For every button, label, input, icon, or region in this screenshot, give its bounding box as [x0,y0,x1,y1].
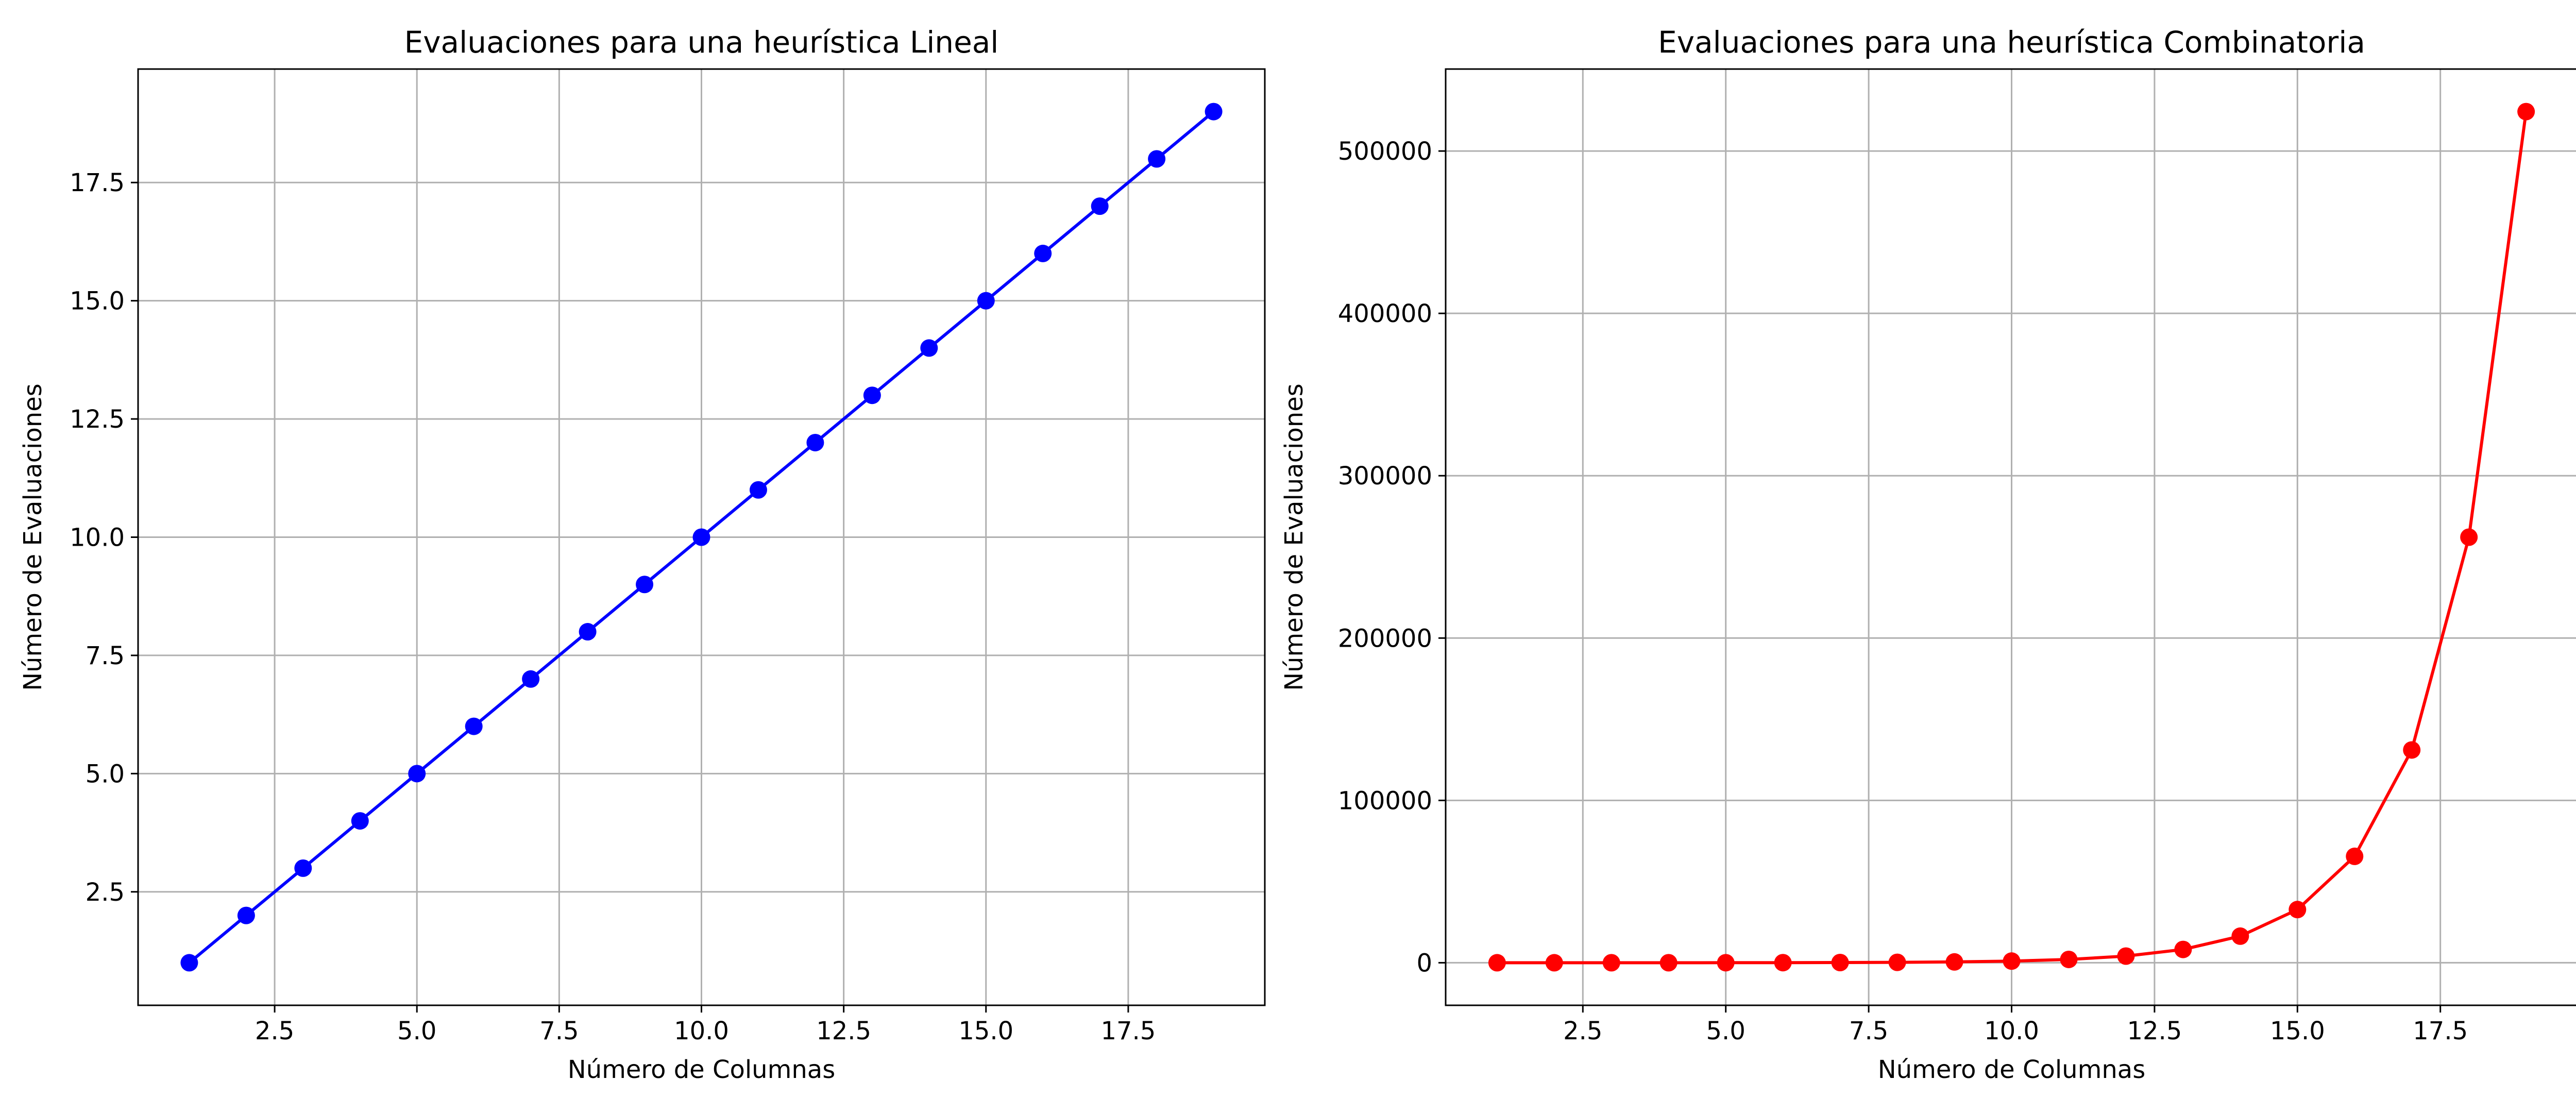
linear-y-tick-label: 2.5 [86,878,125,907]
combinatorial-data-point [1488,954,1506,972]
linear-chart-title: Evaluaciones para una heurística Lineal [404,25,999,60]
combinatorial-chart-title: Evaluaciones para una heurística Combina… [1658,25,2365,60]
combinatorial-x-tick-label: 2.5 [1563,1017,1602,1045]
linear-x-tick-label: 5.0 [397,1017,436,1045]
combinatorial-x-tick-label: 7.5 [1849,1017,1888,1045]
combinatorial-data-point [2460,528,2478,546]
linear-y-tick-label: 17.5 [70,168,125,197]
combinatorial-x-tick-label: 10.0 [1984,1017,2039,1045]
combinatorial-data-point [2289,901,2307,919]
combinatorial-x-tick-label: 15.0 [2270,1017,2325,1045]
combinatorial-data-point [1945,953,1963,971]
linear-data-point [863,386,881,404]
linear-data-point [1148,150,1166,168]
combinatorial-y-tick-label: 0 [1416,949,1432,977]
linear-markers [180,103,1223,972]
combinatorial-data-point [2003,952,2021,970]
linear-data-point [1034,244,1052,262]
linear-data-point [465,717,483,735]
combinatorial-data-point [2174,940,2192,958]
linear-data-point [692,528,710,546]
linear-data-point [920,339,938,357]
linear-data-point [806,433,824,451]
linear-data-point [579,623,597,641]
combinatorial-data-point [1717,954,1735,972]
combinatorial-y-tick-label: 400000 [1338,299,1432,328]
linear-data-point [522,670,540,688]
combinatorial-y-axis-label: Número de Evaluaciones [1280,383,1309,691]
combinatorial-data-point [1659,954,1677,972]
linear-data-point [180,954,198,972]
linear-data-point [351,812,369,830]
linear-chart: 2.5 5.0 7.5 10.0 12.5 15.0 17.5 2.5 5.0 7.5 10.0 12… [19,25,1266,1084]
combinatorial-markers [1488,103,2535,972]
linear-x-axis-label: Número de Columnas [568,1055,835,1084]
linear-y-axis-label: Número de Evaluaciones [19,383,47,691]
combinatorial-data-point [2517,103,2535,121]
linear-x-tick-label: 2.5 [255,1017,294,1045]
linear-data-point [237,906,255,924]
linear-y-tick-label: 10.0 [70,524,125,552]
combinatorial-y-tick-label: 300000 [1338,462,1432,491]
linear-data-point [294,859,312,877]
linear-y-tick-label: 7.5 [86,642,125,670]
linear-data-point [977,292,995,310]
combinatorial-y-tick-label: 100000 [1338,786,1432,815]
combinatorial-x-tick-label: 12.5 [2127,1017,2182,1045]
combinatorial-x-tick-label: 17.5 [2413,1017,2468,1045]
combinatorial-data-point [1831,954,1849,972]
combinatorial-data-point [1602,954,1620,972]
combinatorial-data-point [1545,954,1563,972]
combinatorial-data-point [2403,741,2421,759]
combinatorial-y-tick-label: 200000 [1338,624,1432,653]
linear-y-tick-label: 15.0 [70,287,125,316]
linear-x-tick-label: 15.0 [958,1017,1013,1045]
combinatorial-data-point [2231,927,2249,945]
linear-data-point [636,576,654,594]
combinatorial-data-point [2117,947,2135,965]
combinatorial-data-point [1888,953,1906,971]
linear-y-tick-label: 12.5 [70,405,125,434]
combinatorial-data-point [1774,954,1792,972]
linear-x-tick-label: 12.5 [816,1017,871,1045]
combinatorial-x-axis-label: Número de Columnas [1878,1055,2145,1084]
linear-x-tick-label: 10.0 [674,1017,729,1045]
combinatorial-y-tick-label: 500000 [1338,137,1432,166]
linear-x-tick-label: 7.5 [539,1017,579,1045]
linear-data-point [1091,197,1109,215]
combinatorial-x-tick-label: 5.0 [1706,1017,1745,1045]
combinatorial-data-point [2346,847,2364,865]
linear-data-point [749,481,767,499]
combinatorial-data-point [2060,950,2078,968]
linear-data-point [408,765,426,783]
linear-data-point [1205,103,1223,121]
linear-y-tick-label: 5.0 [86,760,125,788]
combinatorial-ticks: 2.5 5.0 7.5 10.0 12.5 15.0 17.5 0 100000 200000 30… [1338,137,2468,1045]
linear-x-tick-label: 17.5 [1100,1017,1156,1045]
combinatorial-chart: 2.5 5.0 7.5 10.0 12.5 15.0 17.5 0 100000 200000 30… [1280,25,2576,1084]
linear-ticks: 2.5 5.0 7.5 10.0 12.5 15.0 17.5 2.5 5.0 7.5 10.0 12… [70,168,1156,1045]
